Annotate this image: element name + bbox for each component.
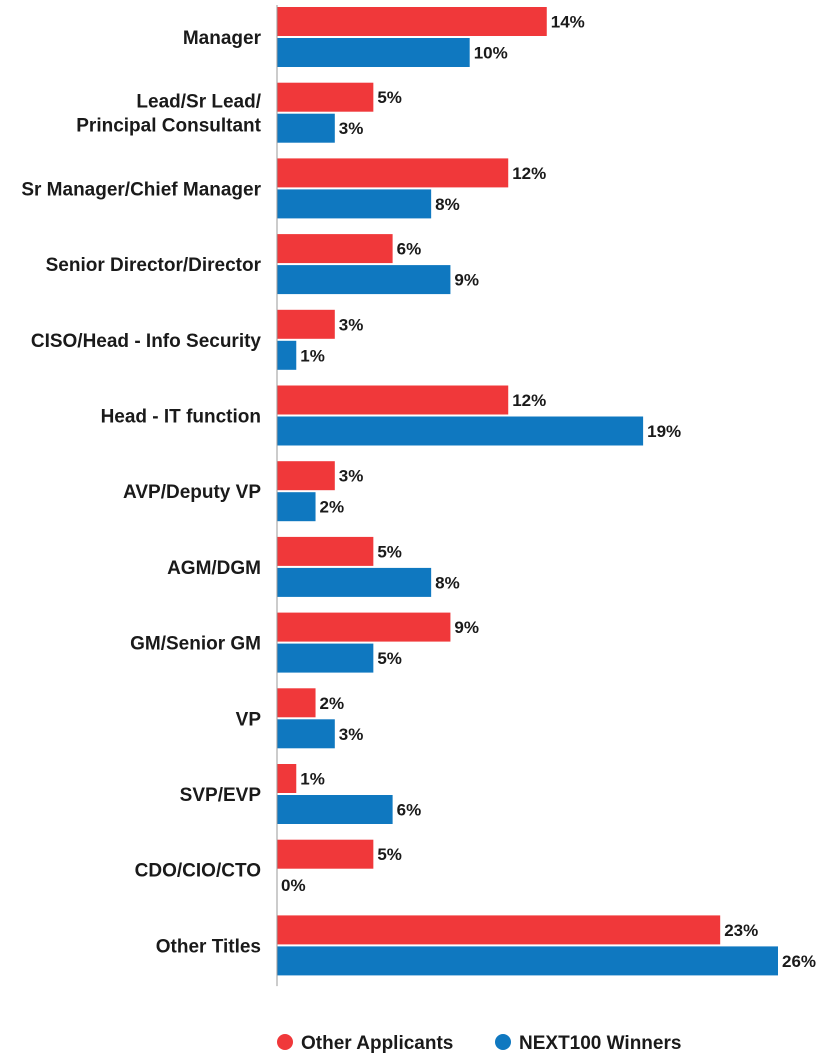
category-label-line: Principal Consultant: [76, 116, 261, 137]
category-label: CDO/CIO/CTO: [135, 861, 261, 882]
category-label: AVP/Deputy VP: [123, 482, 261, 503]
bar-other-applicants: [277, 7, 547, 36]
category-label: Manager: [183, 28, 262, 49]
data-label: 14%: [551, 13, 585, 32]
data-label: 1%: [300, 346, 325, 365]
bar-other-applicants: [277, 158, 508, 187]
category-label-line: SVP/EVP: [180, 785, 262, 806]
data-label: 9%: [454, 271, 479, 290]
data-label: 6%: [397, 801, 422, 820]
category-label: Senior Director/Director: [46, 255, 262, 276]
bar-other-applicants: [277, 764, 296, 793]
data-label: 26%: [782, 952, 816, 971]
bar-other-applicants: [277, 688, 316, 717]
data-label: 19%: [647, 422, 681, 441]
bar-next100-winners: [277, 265, 450, 294]
data-label: 8%: [435, 195, 460, 214]
bars-layer: [277, 7, 778, 975]
data-label: 3%: [339, 725, 364, 744]
data-label: 9%: [454, 618, 479, 637]
data-label: 5%: [377, 649, 402, 668]
data-label: 5%: [377, 845, 402, 864]
category-label: Lead/Sr Lead/Principal Consultant: [76, 92, 261, 137]
bar-other-applicants: [277, 840, 373, 869]
category-label-line: CISO/Head - Info Security: [31, 331, 262, 352]
category-label-line: CDO/CIO/CTO: [135, 861, 261, 882]
bar-next100-winners: [277, 114, 335, 143]
legend-swatch: [277, 1034, 293, 1050]
data-label: 3%: [339, 467, 364, 486]
data-label: 23%: [724, 921, 758, 940]
category-label-line: Lead/Sr Lead/: [136, 92, 261, 113]
bar-next100-winners: [277, 946, 778, 975]
bar-other-applicants: [277, 613, 450, 642]
bar-next100-winners: [277, 341, 296, 370]
data-label: 3%: [339, 119, 364, 138]
data-label: 6%: [397, 240, 422, 259]
category-label-line: Other Titles: [156, 936, 261, 957]
bar-other-applicants: [277, 537, 373, 566]
data-label: 3%: [339, 315, 364, 334]
data-label: 5%: [377, 88, 402, 107]
category-label-line: AVP/Deputy VP: [123, 482, 261, 503]
bar-next100-winners: [277, 38, 470, 67]
category-label: Sr Manager/Chief Manager: [21, 179, 261, 200]
bar-next100-winners: [277, 492, 316, 521]
category-label-line: AGM/DGM: [167, 558, 261, 579]
bar-other-applicants: [277, 386, 508, 415]
bar-next100-winners: [277, 644, 373, 673]
data-label: 8%: [435, 573, 460, 592]
data-label: 0%: [281, 876, 306, 895]
bar-next100-winners: [277, 568, 431, 597]
category-label-line: Senior Director/Director: [46, 255, 262, 276]
bar-other-applicants: [277, 310, 335, 339]
legend-swatch: [495, 1034, 511, 1050]
bar-next100-winners: [277, 795, 393, 824]
bar-other-applicants: [277, 461, 335, 490]
data-label: 12%: [512, 391, 546, 410]
legend: Other Applicants NEXT100 Winners: [277, 1033, 681, 1054]
category-label: VP: [236, 709, 262, 730]
category-label: Other Titles: [156, 936, 261, 957]
category-label-line: Manager: [183, 28, 262, 49]
legend-label: Other Applicants: [301, 1033, 453, 1054]
category-label: SVP/EVP: [180, 785, 262, 806]
data-label: 2%: [320, 498, 345, 517]
category-label: GM/Senior GM: [130, 634, 261, 655]
legend-label: NEXT100 Winners: [519, 1033, 681, 1054]
data-label: 5%: [377, 542, 402, 561]
category-label: CISO/Head - Info Security: [31, 331, 262, 352]
bar-other-applicants: [277, 83, 373, 112]
data-label: 1%: [300, 770, 325, 789]
data-label: 2%: [320, 694, 345, 713]
category-label: Head - IT function: [101, 407, 261, 428]
category-label-line: Sr Manager/Chief Manager: [21, 179, 261, 200]
data-label: 12%: [512, 164, 546, 183]
labels-layer: Manager 14% 10% Lead/Sr Lead/Principal Cons…: [21, 13, 816, 971]
bar-next100-winners: [277, 189, 431, 218]
category-label: AGM/DGM: [167, 558, 261, 579]
category-label-line: VP: [236, 709, 262, 730]
bar-other-applicants: [277, 915, 720, 944]
bar-next100-winners: [277, 417, 643, 446]
bar-next100-winners: [277, 719, 335, 748]
category-label-line: GM/Senior GM: [130, 634, 261, 655]
data-label: 10%: [474, 44, 508, 63]
bar-other-applicants: [277, 234, 393, 263]
category-label-line: Head - IT function: [101, 407, 261, 428]
